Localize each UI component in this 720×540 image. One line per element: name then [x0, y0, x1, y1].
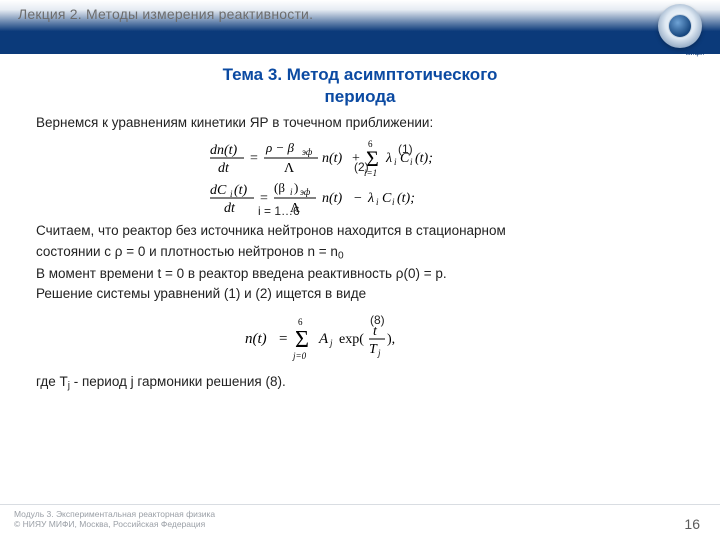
svg-text:i: i	[410, 157, 413, 167]
footer-left: Модуль 3. Экспериментальная реакторная ф…	[14, 509, 704, 529]
lecture-title: Лекция 2. Методы измерения реактивности.	[0, 0, 313, 22]
svg-text:эф: эф	[302, 147, 313, 157]
svg-text:(t);: (t);	[415, 151, 433, 166]
paragraph-6a: где T	[36, 374, 68, 389]
svg-text:),: ),	[387, 332, 395, 347]
paragraph-3-sub: 0	[338, 250, 344, 261]
eq-label-2: (2)	[354, 160, 369, 174]
page-number: 16	[684, 516, 700, 532]
svg-text:Σ: Σ	[295, 327, 309, 353]
svg-text:A: A	[318, 331, 329, 347]
paragraph-6: где Tj - период j гармоники решения (8).	[36, 373, 684, 393]
svg-text:n(t): n(t)	[245, 331, 267, 347]
slide-body: Тема 3. Метод асимптотического периода В…	[0, 54, 720, 393]
eq-label-8: (8)	[370, 313, 385, 327]
svg-text:j: j	[329, 338, 333, 348]
svg-text:=: =	[250, 151, 258, 166]
header-bar: Лекция 2. Методы измерения реактивности.…	[0, 0, 720, 54]
paragraph-6b: - период j гармоники решения (8).	[70, 374, 286, 389]
footer-line2: © НИЯУ МИФИ, Москва, Российская Федераци…	[14, 519, 205, 529]
svg-text:i: i	[392, 197, 395, 207]
svg-text:=: =	[279, 331, 287, 347]
svg-text:C: C	[382, 191, 392, 206]
equations-1-2: dn(t) dt = ρ − β эф Λ n(t) + Σ 6 i=1 λ	[36, 138, 684, 216]
equation-8-svg: n(t) = Σ 6 j=0 A j exp( t T j ),	[245, 350, 475, 367]
svg-text:dC: dC	[210, 183, 227, 198]
eq-label-3: i = 1…6	[258, 204, 300, 218]
paragraph-2: Считаем, что реактор без источника нейтр…	[36, 222, 684, 240]
svg-text:j=0: j=0	[292, 351, 307, 361]
paragraph-3a: состоянии с ρ = 0 и плотностью нейтронов…	[36, 244, 338, 259]
svg-text:i: i	[394, 157, 397, 167]
paragraph-5: Решение системы уравнений (1) и (2) ищет…	[36, 285, 684, 303]
theme-line2: периода	[325, 87, 396, 106]
eq-label-1: (1)	[398, 142, 413, 156]
svg-text:dt: dt	[218, 161, 230, 176]
svg-text:n(t): n(t)	[322, 191, 343, 206]
equation-8: n(t) = Σ 6 j=0 A j exp( t T j ),	[36, 313, 684, 367]
svg-text:Λ: Λ	[284, 161, 295, 176]
svg-text:(t);: (t);	[397, 191, 415, 206]
svg-text:i: i	[376, 197, 379, 207]
svg-text:exp(: exp(	[339, 332, 364, 347]
paragraph-intro: Вернемся к уравнениям кинетики ЯР в точе…	[36, 114, 684, 132]
svg-text:λ: λ	[385, 151, 392, 166]
svg-text:dn(t): dn(t)	[210, 143, 238, 158]
svg-text:dt: dt	[224, 201, 236, 216]
svg-text:λ: λ	[367, 191, 374, 206]
svg-text:(t): (t)	[234, 183, 248, 198]
svg-text:6: 6	[298, 317, 303, 327]
logo-caption: мифи	[686, 50, 704, 57]
svg-text:T: T	[369, 342, 378, 357]
svg-text:ρ − β: ρ − β	[265, 140, 295, 155]
svg-text:(β: (β	[274, 180, 285, 195]
svg-text:j: j	[377, 348, 381, 358]
footer-line1: Модуль 3. Экспериментальная реакторная ф…	[14, 509, 215, 519]
paragraph-4: В момент времени t = 0 в реактор введена…	[36, 265, 684, 283]
institution-logo	[658, 4, 702, 48]
svg-text:i: i	[290, 187, 293, 197]
svg-text:эф: эф	[300, 187, 311, 197]
svg-text:−: −	[354, 191, 362, 206]
equation-1-2-svg: dn(t) dt = ρ − β эф Λ n(t) + Σ 6 i=1 λ	[210, 203, 510, 220]
svg-text:): )	[294, 180, 298, 195]
svg-text:n(t): n(t)	[322, 151, 343, 166]
paragraph-3: состоянии с ρ = 0 и плотностью нейтронов…	[36, 243, 684, 263]
svg-text:6: 6	[368, 139, 373, 149]
theme-title: Тема 3. Метод асимптотического периода	[36, 64, 684, 108]
theme-line1: Тема 3. Метод асимптотического	[223, 65, 498, 84]
footer: Модуль 3. Экспериментальная реакторная ф…	[0, 504, 720, 540]
